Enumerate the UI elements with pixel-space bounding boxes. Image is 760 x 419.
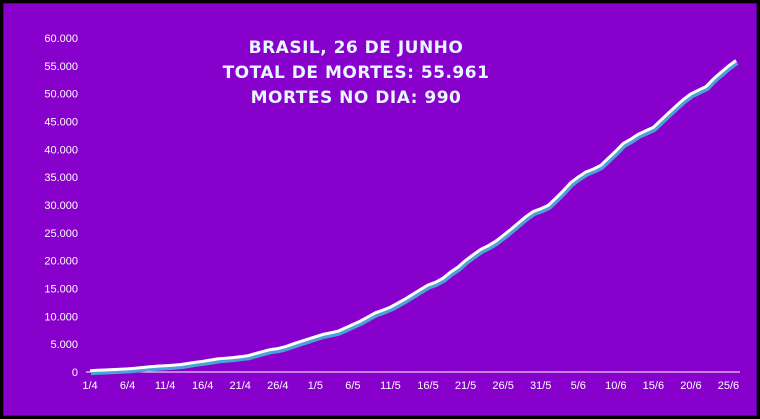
x-tick-label: 21/5 bbox=[455, 380, 476, 392]
title-line-2: TOTAL DE MORTES: 55.961 bbox=[223, 63, 490, 83]
y-tick-label: 25.000 bbox=[44, 228, 78, 240]
x-tick-label: 16/5 bbox=[417, 380, 438, 392]
deaths-chart: 0 5.000 10.000 15.000 20.000 25.000 30.000 35.0… bbox=[44, 33, 740, 392]
y-tick-label: 45.000 bbox=[44, 117, 78, 129]
y-tick-label: 55.000 bbox=[44, 61, 78, 73]
y-tick-label: 40.000 bbox=[44, 144, 78, 156]
series-line bbox=[89, 59, 739, 376]
y-tick-label: 10.000 bbox=[44, 311, 78, 323]
chart-title: BRASIL, 26 DE JUNHO TOTAL DE MORTES: 55.… bbox=[223, 38, 490, 108]
title-line-1: BRASIL, 26 DE JUNHO bbox=[249, 38, 464, 58]
x-tick-label: 1/5 bbox=[308, 380, 323, 392]
chart-frame: 0 5.000 10.000 15.000 20.000 25.000 30.000 35.0… bbox=[3, 3, 757, 416]
y-tick-label: 30.000 bbox=[44, 200, 78, 212]
series-line-main bbox=[89, 59, 737, 373]
x-tick-label: 15/6 bbox=[643, 380, 664, 392]
y-tick-label: 35.000 bbox=[44, 172, 78, 184]
x-tick-label: 25/6 bbox=[718, 380, 739, 392]
y-tick-label: 5.000 bbox=[50, 339, 78, 351]
x-tick-label: 31/5 bbox=[530, 380, 551, 392]
title-line-3: MORTES NO DIA: 990 bbox=[251, 88, 462, 108]
y-axis: 0 5.000 10.000 15.000 20.000 25.000 30.000 35.0… bbox=[44, 33, 78, 379]
y-tick-label: 15.000 bbox=[44, 284, 78, 296]
x-tick-label: 1/4 bbox=[82, 380, 97, 392]
x-tick-label: 6/4 bbox=[120, 380, 135, 392]
y-tick-label: 50.000 bbox=[44, 89, 78, 101]
x-tick-label: 21/4 bbox=[230, 380, 251, 392]
y-tick-label: 20.000 bbox=[44, 256, 78, 268]
x-tick-label: 6/5 bbox=[345, 380, 360, 392]
x-tick-label: 26/5 bbox=[492, 380, 513, 392]
x-tick-label: 16/4 bbox=[192, 380, 213, 392]
x-tick-label: 11/4 bbox=[155, 380, 176, 392]
drop-lines bbox=[89, 60, 737, 372]
x-tick-label: 20/6 bbox=[680, 380, 701, 392]
y-tick-label: 60.000 bbox=[44, 33, 78, 45]
x-tick-label: 10/6 bbox=[605, 380, 626, 392]
x-tick-label: 5/6 bbox=[571, 380, 586, 392]
x-axis: 1/4 6/4 11/4 16/4 21/4 26/4 1/5 6/5 11/5 16/5 21/5… bbox=[82, 371, 740, 392]
series-line-shadow bbox=[90, 60, 739, 376]
x-tick-label: 11/5 bbox=[380, 380, 401, 392]
y-tick-label: 0 bbox=[72, 367, 78, 379]
x-tick-label: 26/4 bbox=[267, 380, 288, 392]
